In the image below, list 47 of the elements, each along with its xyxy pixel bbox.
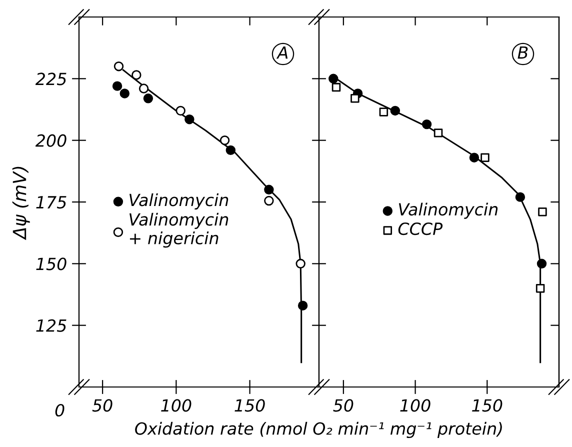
point: [226, 145, 236, 156]
point: [390, 106, 400, 116]
legend-label: CCCP: [398, 222, 443, 236]
y-tick-label: 200: [35, 134, 66, 147]
y-tick-label: 125: [36, 319, 66, 332]
x-axis-title: Oxidation rate (nmol O₂ min⁻¹ mg⁻¹ protein): [135, 422, 502, 438]
annotation: B: [518, 46, 528, 59]
point: [538, 207, 547, 216]
point: [220, 135, 230, 146]
x-tick-label: 150: [472, 399, 502, 412]
point: [434, 128, 443, 138]
point: [298, 300, 308, 310]
point: [536, 258, 547, 269]
point: [112, 81, 122, 91]
point: [515, 192, 526, 202]
legend-label: Valinomycin: [130, 193, 228, 210]
point: [332, 82, 341, 92]
point: [138, 84, 149, 94]
point: [328, 74, 338, 84]
point: [264, 196, 274, 206]
point: [480, 153, 490, 162]
legend-label: Valinomycin: [398, 202, 498, 219]
point: [469, 152, 480, 162]
x-tick-label: 50: [92, 399, 112, 412]
x-tick-label: 100: [400, 399, 430, 412]
annotation: A: [276, 46, 288, 59]
point: [379, 108, 388, 116]
point: [114, 61, 124, 72]
point: [422, 119, 432, 130]
point: [132, 70, 142, 80]
point: [176, 106, 186, 116]
y-axis-title: Δψ (mV): [12, 166, 30, 240]
legend-label: Valinomycin + nigericin: [130, 212, 228, 248]
y-tick-label: 175: [36, 196, 66, 209]
y-tick-label: 225: [35, 72, 66, 86]
x-tick-label: 50: [333, 399, 354, 412]
point: [120, 88, 130, 98]
point: [264, 184, 274, 195]
point: [296, 258, 306, 269]
point: [536, 284, 545, 293]
x-tick-label: 150: [234, 399, 265, 412]
point: [184, 114, 194, 124]
text: 0: [55, 404, 64, 417]
y-tick-label: 150: [36, 258, 66, 270]
point: [143, 94, 154, 104]
x-tick-label: 100: [161, 399, 192, 412]
point: [350, 94, 360, 103]
